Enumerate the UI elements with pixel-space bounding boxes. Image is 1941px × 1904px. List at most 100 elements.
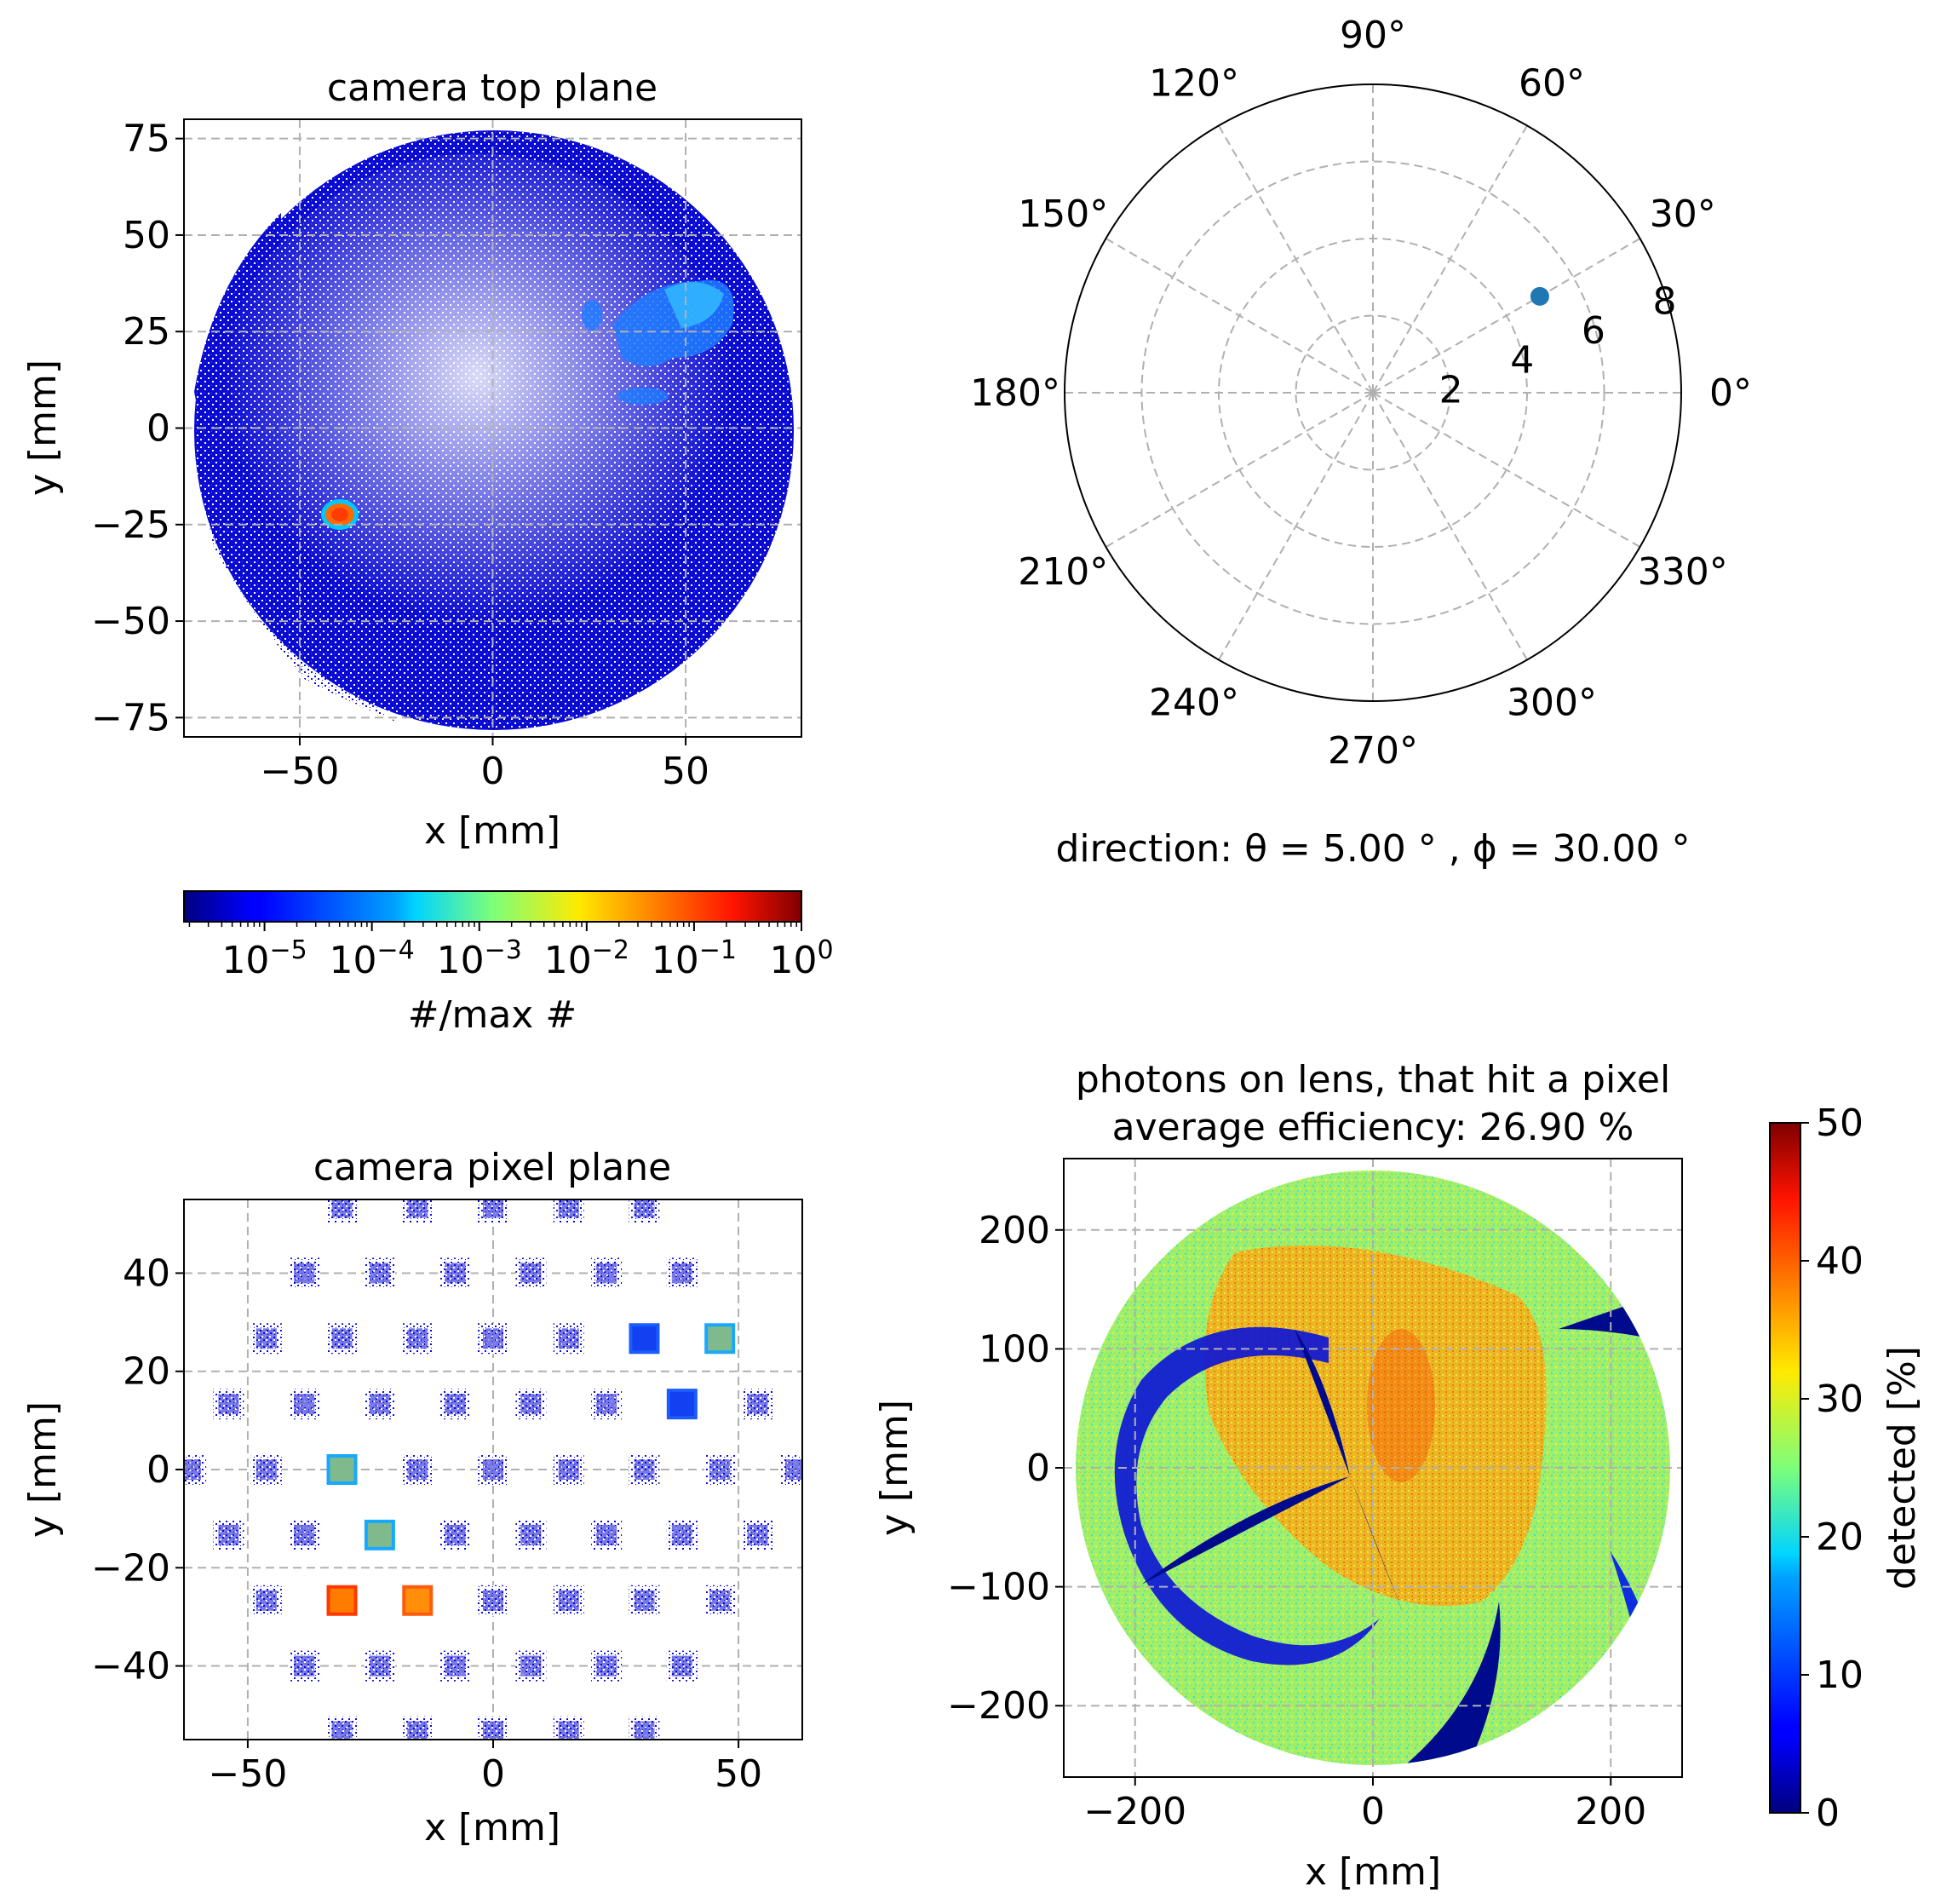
polar-angular-gridline: [1218, 392, 1374, 661]
pixel-cell-fill: [402, 1585, 434, 1616]
lens-tick-labels: −200 0 200 200 100 0 −100 −200: [947, 1209, 1646, 1833]
pixel-cell-core: [331, 1328, 353, 1349]
colorbar-tick-label: 10: [1816, 1654, 1863, 1697]
pixel-cell-fill: [629, 1323, 660, 1355]
ytick-label: −25: [91, 503, 170, 547]
pixel-cell: [250, 1323, 282, 1355]
lens-hot-streak: [1367, 1329, 1435, 1482]
pixel-cell-core: [483, 1328, 503, 1349]
top-plane-hotspot-upper-right: [582, 279, 734, 405]
polar-angular-gridline: [1218, 124, 1374, 394]
top-plane-colorbar-gradient: [183, 890, 802, 923]
pixel-cell: [629, 1585, 660, 1616]
pixel-cell: [515, 1257, 547, 1289]
pixel-cell-core: [634, 1590, 655, 1611]
pixel-cell-core: [330, 1458, 354, 1481]
direction-caption: direction: θ = 5.00 ° , ϕ = 30.00 °: [1055, 827, 1690, 871]
top-plane-heatmap: [194, 130, 794, 730]
pixel-cell: [213, 1389, 244, 1420]
xtick-label: 0: [481, 750, 505, 793]
polar-angle-label: 330°: [1638, 550, 1728, 594]
xtick-label: 50: [715, 1752, 762, 1796]
pixel-cell-core: [331, 1721, 353, 1740]
polar-angle-label: 270°: [1328, 729, 1418, 773]
polar-radial-label: 8: [1652, 279, 1676, 323]
colorbar-tick-label: 50: [1816, 1102, 1863, 1145]
pixel-cell: [439, 1519, 471, 1550]
pixel-cell-core: [709, 1590, 731, 1611]
polar-angle-label: 120°: [1149, 61, 1239, 105]
colorbar-tick-label: 10−4: [330, 935, 415, 983]
direction-polar-panel: 0° 30° 60° 90° 120° 150° 180° 210° 240° 270° 300° 3…: [970, 14, 1752, 871]
lens-grid: [1064, 1159, 1682, 1777]
ytick-label: −200: [947, 1684, 1050, 1728]
pixel-cell-core: [520, 1394, 542, 1415]
pixel-cell: [402, 1585, 434, 1616]
polar-angle-label: 150°: [1018, 193, 1108, 236]
lens-colorbar-label: detected [%]: [1881, 1346, 1924, 1590]
lens-shadow-blade-2: [1141, 1476, 1350, 1585]
polar-angle-label: 30°: [1650, 193, 1716, 236]
pixel-cell: [402, 1716, 434, 1740]
pixel-cell: [553, 1585, 584, 1616]
pixel-cell: [591, 1257, 623, 1289]
pixel-cell-core: [634, 1721, 655, 1740]
tick-exponent: −1: [699, 935, 737, 965]
pixel-cell: [704, 1454, 736, 1485]
pixel-cell-core: [407, 1721, 428, 1740]
pixel-cell-core: [558, 1590, 579, 1611]
pixel-cell-core: [367, 1522, 392, 1547]
pixel-cell-fill: [704, 1323, 736, 1355]
pixel-cell: [666, 1519, 698, 1550]
pixel-cell-core: [784, 1459, 802, 1480]
lens-xlabel: x [mm]: [1305, 1850, 1441, 1894]
pixel-cell-core: [671, 1524, 692, 1545]
polar-radial-gridline: [1295, 314, 1451, 471]
ytick-label: 0: [146, 407, 170, 451]
pixel-cell-core: [331, 1199, 353, 1218]
pixel-cell: [289, 1257, 320, 1289]
top-plane-sparse-region: [194, 443, 400, 724]
pixel-cell-core: [558, 1328, 579, 1349]
pixel-cell-core: [520, 1655, 542, 1677]
pixel-cell-core: [405, 1588, 430, 1613]
colorbar-tick-label: 10−2: [544, 935, 629, 983]
colorbar-tick-label: 100: [769, 935, 833, 983]
pixel-cell: [478, 1323, 508, 1355]
ytick-label: 75: [123, 118, 170, 161]
pixel-cell: [478, 1199, 508, 1223]
pixel-cell-core: [407, 1328, 428, 1349]
pixel-cell-core: [256, 1590, 277, 1611]
pixel-cell-fill: [364, 1519, 395, 1550]
top-plane-colorbar-label: #/max #: [408, 993, 577, 1037]
pixel-cell-core: [747, 1524, 768, 1545]
pixel-plane-title: camera pixel plane: [313, 1146, 671, 1189]
ytick-label: 25: [123, 310, 170, 354]
pixel-cell-core: [218, 1524, 239, 1545]
pixel-cell-core: [294, 1394, 315, 1415]
polar-angle-label: 240°: [1149, 682, 1239, 725]
pixel-cell-core: [558, 1721, 579, 1740]
pixel-cell-core: [747, 1394, 768, 1415]
colorbar-tick-label: 30: [1816, 1378, 1863, 1421]
tick-exponent: −4: [377, 935, 415, 965]
lens-ylabel: y [mm]: [873, 1400, 916, 1536]
colorbar-tick-label: 40: [1816, 1240, 1863, 1283]
pixel-cell-core: [596, 1655, 617, 1677]
polar-angle-label: 210°: [1018, 550, 1108, 594]
pixel-cell: [213, 1519, 244, 1550]
pixel-cell-core: [256, 1328, 277, 1349]
pixel-cell: [289, 1519, 320, 1550]
polar-angle-label: 180°: [970, 371, 1060, 415]
pixel-cell: [289, 1650, 320, 1682]
pixel-cell-core: [445, 1394, 466, 1415]
pixel-cell: [250, 1585, 282, 1616]
polar-radial-gridline: [1140, 160, 1605, 625]
ytick-label: 40: [123, 1251, 170, 1295]
polar-direction-point: [1530, 286, 1549, 306]
xtick-label: 50: [662, 750, 709, 793]
lens-subtitle: average efficiency: 26.90 %: [1112, 1106, 1634, 1149]
pixel-cell-core: [596, 1524, 617, 1545]
pixel-cell: [742, 1519, 773, 1550]
